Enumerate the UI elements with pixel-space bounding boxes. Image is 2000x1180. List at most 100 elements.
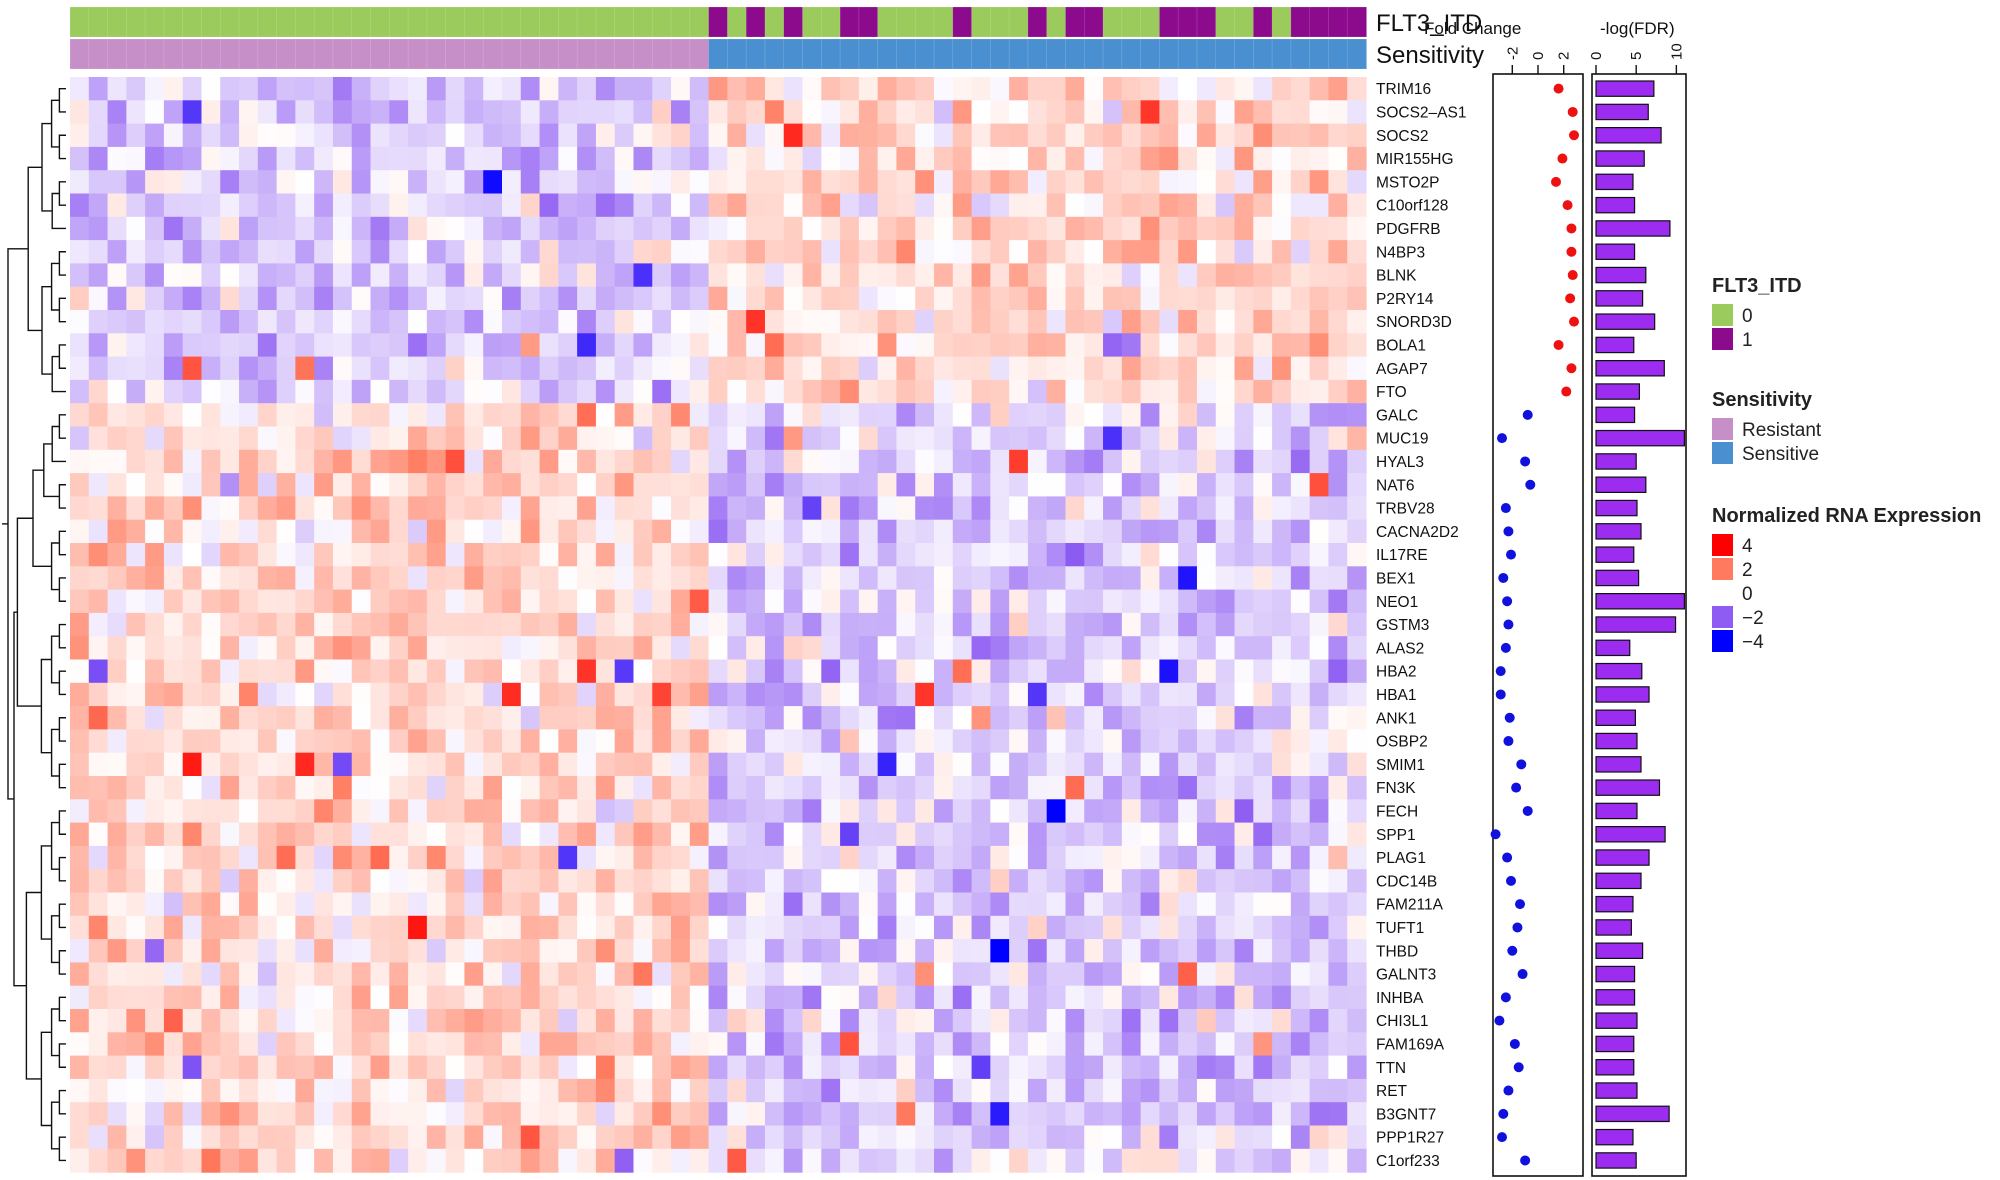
heatmap-cell (464, 496, 484, 521)
heatmap-cell (934, 939, 954, 963)
heatmap-cell (558, 1078, 578, 1103)
heatmap-cell (1140, 379, 1160, 404)
heatmap-cell (314, 193, 334, 218)
heatmap-cell (257, 77, 278, 101)
sensitivity-annotation-cell (1159, 38, 1180, 70)
heatmap-cell (934, 193, 954, 218)
heatmap-cell (1347, 356, 1367, 381)
heatmap-cell (858, 333, 879, 358)
heatmap-cell (539, 659, 559, 684)
heatmap-cell (896, 240, 916, 264)
annotation-label: Sensitivity (1376, 42, 1484, 69)
heatmap-cell (802, 123, 822, 148)
heatmap-cell (633, 286, 653, 311)
heatmap-cell (1347, 473, 1367, 497)
heatmap-cell (1253, 682, 1273, 707)
heatmap-cell (370, 310, 390, 334)
heatmap-cell (746, 1009, 766, 1033)
heatmap-cell (483, 426, 503, 451)
heatmap-cell (858, 286, 879, 311)
heatmap-cell (689, 706, 710, 730)
gene-label: AGAP7 (1376, 361, 1428, 378)
heatmap-cell (295, 892, 315, 917)
heatmap-cell (1159, 776, 1179, 800)
heatmap-cell (70, 1125, 90, 1150)
heatmap-cell (314, 636, 334, 661)
heatmap-cell (1084, 706, 1104, 730)
heatmap-cell (934, 1032, 954, 1057)
heatmap-cell (1196, 146, 1217, 171)
heatmap-cell (314, 729, 334, 754)
fold-change-dot (1561, 386, 1572, 397)
heatmap-cell (1140, 612, 1160, 637)
heatmap-cell (652, 706, 672, 730)
heatmap-cell (464, 146, 484, 171)
heatmap-cell (558, 1102, 578, 1127)
heatmap-cell (107, 566, 127, 591)
heatmap-cell (708, 1125, 728, 1150)
flt3-annotation-cell (163, 6, 184, 38)
heatmap-cell (783, 822, 804, 847)
heatmap-cell (483, 869, 503, 894)
heatmap-cell (1215, 543, 1236, 567)
heatmap-cell (276, 589, 296, 614)
heatmap-cell (990, 729, 1010, 754)
heatmap-cell (445, 985, 466, 1010)
heatmap-cell (614, 146, 635, 171)
heatmap-cell (239, 146, 259, 171)
heatmap-cell (70, 100, 90, 125)
heatmap-cell (1309, 496, 1330, 521)
heatmap-cell (145, 426, 165, 451)
heatmap-cell (577, 729, 597, 754)
heatmap-cell (276, 333, 296, 358)
heatmap-cell (126, 100, 146, 125)
heatmap-cell (220, 473, 240, 497)
heatmap-cell (821, 216, 841, 241)
heatmap-cell (1290, 915, 1311, 940)
heatmap-cell (295, 1148, 315, 1173)
heatmap-cell (783, 286, 804, 311)
heatmap-cell (1159, 543, 1179, 567)
heatmap-cell (126, 286, 146, 311)
heatmap-cell (276, 1125, 296, 1150)
heatmap-cell (163, 822, 184, 847)
heatmap-cell (408, 123, 428, 148)
heatmap-cell (1328, 939, 1348, 963)
heatmap-cell (295, 845, 315, 870)
sensitivity-legend-label: Resistant (1742, 420, 1822, 441)
heatmap-cell (689, 682, 710, 707)
heatmap-cell (671, 1032, 691, 1057)
heatmap-cell (88, 566, 109, 591)
dendrogram-branch (58, 950, 66, 975)
heatmap-cell (483, 333, 503, 358)
heatmap-cell (783, 985, 804, 1010)
expression-legend-label: −4 (1742, 632, 1764, 653)
heatmap-cell (764, 333, 785, 358)
heatmap-cell (332, 146, 353, 171)
heatmap-cell (558, 519, 578, 544)
heatmap-cell (201, 193, 221, 218)
heatmap-cell (1178, 636, 1198, 661)
heatmap-cell (1121, 356, 1142, 381)
heatmap-cell (539, 962, 559, 987)
heatmap-cell (821, 310, 841, 334)
heatmap-cell (971, 612, 991, 637)
heatmap-cell (802, 1032, 822, 1057)
heatmap-cell (595, 752, 616, 777)
heatmap-cell (1121, 636, 1142, 661)
heatmap-cell (896, 1055, 916, 1080)
heatmap-cell (107, 543, 127, 567)
heatmap-cell (671, 589, 691, 614)
heatmap-cell (163, 100, 184, 125)
heatmap-cell (1215, 426, 1236, 451)
heatmap-cell (558, 426, 578, 451)
heatmap-cell (426, 566, 447, 591)
heatmap-cell (1253, 170, 1273, 195)
heatmap-cell (88, 146, 109, 171)
heatmap-cell (445, 1032, 466, 1057)
heatmap-cell (1347, 240, 1367, 264)
heatmap-cell (614, 519, 635, 544)
heatmap-cell (934, 869, 954, 894)
